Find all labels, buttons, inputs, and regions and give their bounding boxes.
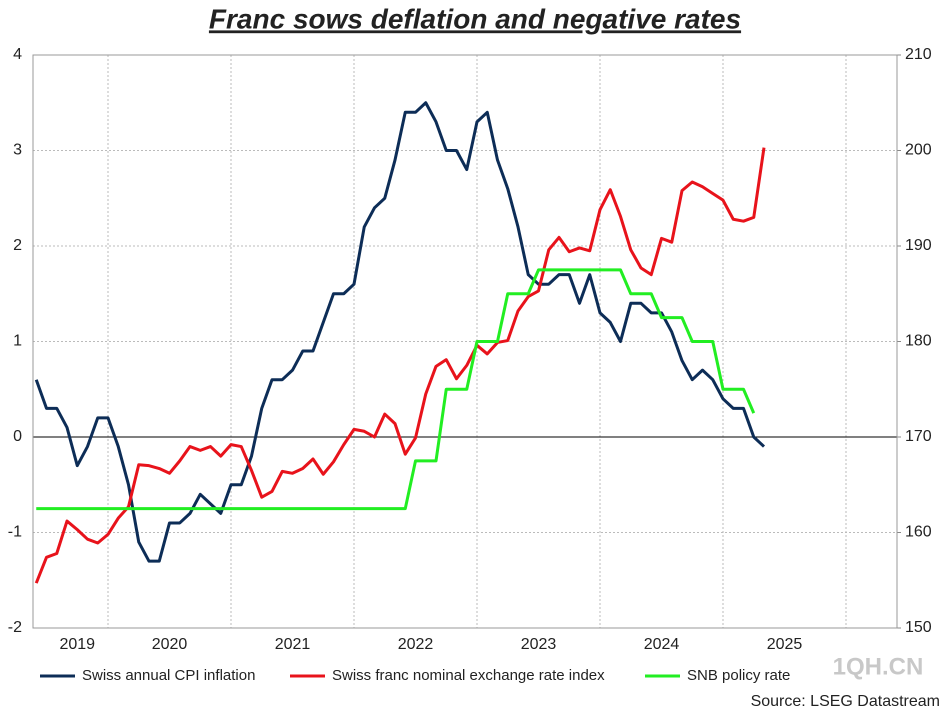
series-line <box>36 268 756 511</box>
watermark: 1QH.CN <box>833 653 924 680</box>
x-tick-label: 2019 <box>59 636 95 653</box>
legend-label: Swiss franc nominal exchange rate index <box>332 667 605 684</box>
x-tick-label: 2020 <box>152 636 188 653</box>
chart-title: Franc sows deflation and negative rates <box>209 3 741 34</box>
y2-tick-label: 190 <box>905 237 932 254</box>
source-note: Source: LSEG Datastream <box>751 693 940 709</box>
x-tick-label: 2022 <box>398 636 434 653</box>
y2-tick-label: 200 <box>905 142 932 159</box>
series-line <box>34 147 766 584</box>
plot-frame <box>32 54 898 629</box>
series-group <box>34 101 766 584</box>
series-line <box>34 101 766 563</box>
y2-tick-label: 160 <box>905 524 932 541</box>
x-tick-label: 2025 <box>767 636 803 653</box>
y-tick-label: 0 <box>13 428 22 445</box>
y2-tick-label: 180 <box>905 333 932 350</box>
x-tick-label: 2023 <box>521 636 557 653</box>
y2-tick-label: 170 <box>905 428 932 445</box>
y-tick-label: 4 <box>13 46 22 63</box>
x-tick-label: 2021 <box>275 636 311 653</box>
legend-label: SNB policy rate <box>687 667 790 684</box>
x-tick-label: 2024 <box>644 636 680 653</box>
legend-label: Swiss annual CPI inflation <box>82 667 255 684</box>
y-tick-label: -1 <box>8 524 22 541</box>
y2-tick-label: 210 <box>905 46 932 63</box>
y-tick-label: 1 <box>13 333 22 350</box>
y-tick-label: 3 <box>13 142 22 159</box>
y-tick-label: -2 <box>8 619 22 636</box>
y-tick-label: 2 <box>13 237 22 254</box>
y2-tick-label: 150 <box>905 619 932 636</box>
